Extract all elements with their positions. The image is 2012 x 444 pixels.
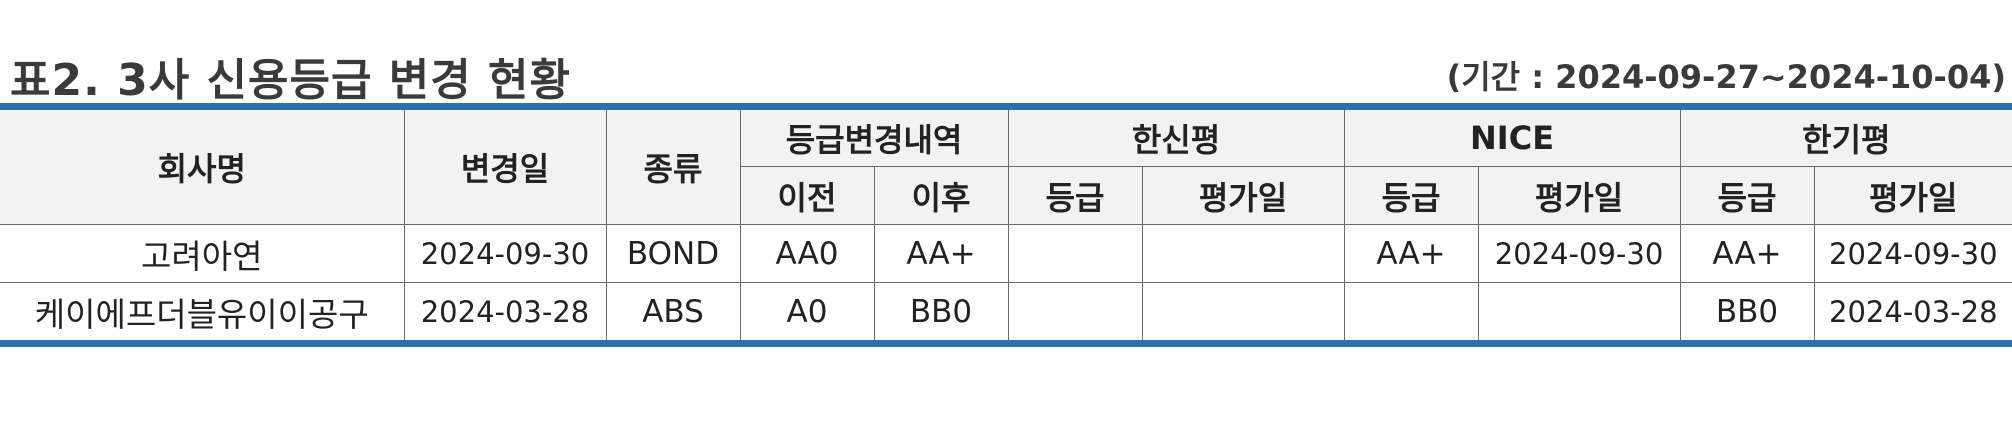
col-header-nice-eval-date: 평가일 — [1477, 166, 1681, 225]
col-header-kr-eval-date: 평가일 — [1813, 166, 2012, 225]
col-header-agency-nice: NICE — [1343, 106, 1681, 167]
cell-nice-grade: AA+ — [1343, 224, 1479, 283]
cell-kr-grade: BB0 — [1679, 282, 1815, 344]
col-header-kind: 종류 — [605, 106, 741, 225]
cell-before: A0 — [739, 282, 875, 344]
cell-company: 고려아연 — [0, 224, 405, 283]
col-header-kis-grade: 등급 — [1007, 166, 1143, 225]
col-header-nice-grade: 등급 — [1343, 166, 1479, 225]
cell-nice-eval-date — [1477, 282, 1681, 344]
table-row: 고려아연 2024-09-30 BOND AA0 AA+ AA+ 2024-09… — [0, 224, 2012, 283]
cell-kis-eval-date — [1141, 282, 1345, 344]
col-header-company: 회사명 — [0, 106, 405, 225]
col-header-kr-grade: 등급 — [1679, 166, 1815, 225]
credit-rating-table: 회사명 변경일 종류 등급변경내역 한신평 NICE 한기평 이전 이후 등급 … — [0, 103, 2012, 347]
cell-change-date: 2024-09-30 — [403, 224, 607, 283]
credit-rating-table-container: 회사명 변경일 종류 등급변경내역 한신평 NICE 한기평 이전 이후 등급 … — [0, 103, 2012, 347]
cell-after: BB0 — [873, 282, 1009, 344]
cell-kr-eval-date: 2024-03-28 — [1813, 282, 2012, 344]
col-header-agency-kr: 한기평 — [1679, 106, 2012, 167]
table-row: 케이에프더블유이이공구 2024-03-28 ABS A0 BB0 BB0 20… — [0, 282, 2012, 344]
cell-kind: ABS — [605, 282, 741, 344]
cell-kis-grade — [1007, 282, 1143, 344]
cell-kind: BOND — [605, 224, 741, 283]
title-row: 표2. 3사 신용등급 변경 현황 (기간 : 2024-09-27~2024-… — [0, 38, 2012, 106]
header-row-top: 회사명 변경일 종류 등급변경내역 한신평 NICE 한기평 — [0, 106, 2012, 225]
table-title: 표2. 3사 신용등급 변경 현황 — [10, 55, 572, 106]
col-header-after: 이후 — [873, 166, 1009, 225]
cell-nice-eval-date: 2024-09-30 — [1477, 224, 1681, 283]
cell-nice-grade — [1343, 282, 1479, 344]
cell-company: 케이에프더블유이이공구 — [0, 282, 405, 344]
cell-before: AA0 — [739, 224, 875, 283]
cell-change-date: 2024-03-28 — [403, 282, 607, 344]
cell-kis-eval-date — [1141, 224, 1345, 283]
col-header-kis-eval-date: 평가일 — [1141, 166, 1345, 225]
cell-kis-grade — [1007, 224, 1143, 283]
cell-kr-grade: AA+ — [1679, 224, 1815, 283]
header-row-sub: 이전 이후 등급 평가일 등급 평가일 등급 평가일 — [0, 166, 2012, 225]
cell-after: AA+ — [873, 224, 1009, 283]
col-header-change-date: 변경일 — [403, 106, 607, 225]
col-header-before: 이전 — [740, 166, 875, 225]
cell-kr-eval-date: 2024-09-30 — [1813, 224, 2012, 283]
col-header-change-detail: 등급변경내역 — [739, 106, 1009, 167]
col-header-agency-kis: 한신평 — [1007, 106, 1345, 167]
period-label: (기간 : 2024-09-27~2024-10-04) — [1446, 58, 2006, 96]
